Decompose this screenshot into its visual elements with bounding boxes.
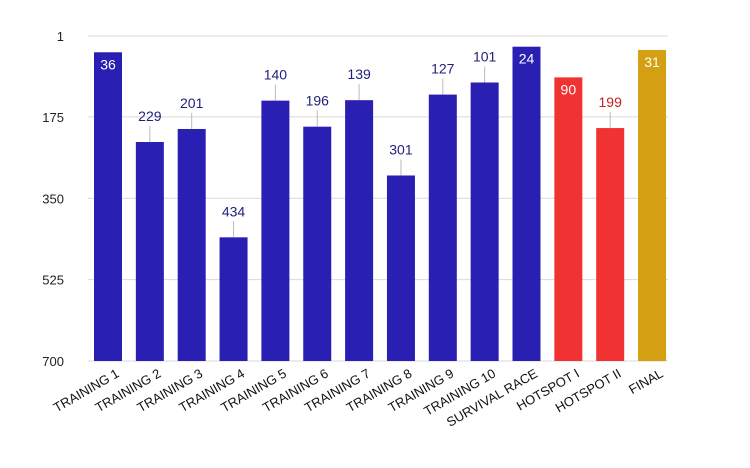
value-labels: 36 229 201 434 140 196 139 301 127 101 24 90 199 31 [100, 48, 660, 219]
bar [94, 52, 122, 361]
value-label: 199 [599, 94, 623, 110]
value-label: 31 [644, 54, 660, 70]
bar [177, 128, 206, 361]
value-label: 434 [222, 203, 246, 219]
y-tick-label: 700 [42, 354, 64, 369]
y-tick-label: 1 [57, 29, 64, 44]
value-label: 24 [519, 51, 535, 67]
y-tick-label: 525 [42, 273, 64, 288]
bar [219, 237, 248, 361]
bar [638, 49, 667, 362]
bar [470, 82, 499, 361]
value-label: 229 [138, 108, 162, 124]
value-label: 139 [347, 66, 371, 82]
y-axis-ticks: 1 175 350 525 700 [42, 29, 64, 369]
value-label: 196 [306, 93, 330, 109]
value-label: 90 [561, 81, 577, 97]
bar [554, 77, 583, 361]
bar [386, 175, 415, 361]
y-tick-label: 175 [42, 110, 64, 125]
x-tick-label: FINAL [626, 366, 665, 397]
value-label: 201 [180, 95, 204, 111]
bar [135, 142, 164, 361]
value-label: 140 [264, 67, 288, 83]
value-label: 127 [431, 61, 455, 77]
bar [303, 126, 332, 361]
label-connectors [149, 66, 611, 238]
value-label: 301 [389, 141, 413, 157]
bar [261, 100, 290, 361]
bar [596, 128, 625, 361]
value-label: 101 [473, 48, 497, 64]
bar [345, 100, 374, 362]
value-label: 36 [100, 56, 116, 72]
bar [428, 94, 457, 362]
y-tick-label: 350 [42, 191, 64, 206]
bar [512, 46, 541, 361]
bars [94, 46, 667, 362]
